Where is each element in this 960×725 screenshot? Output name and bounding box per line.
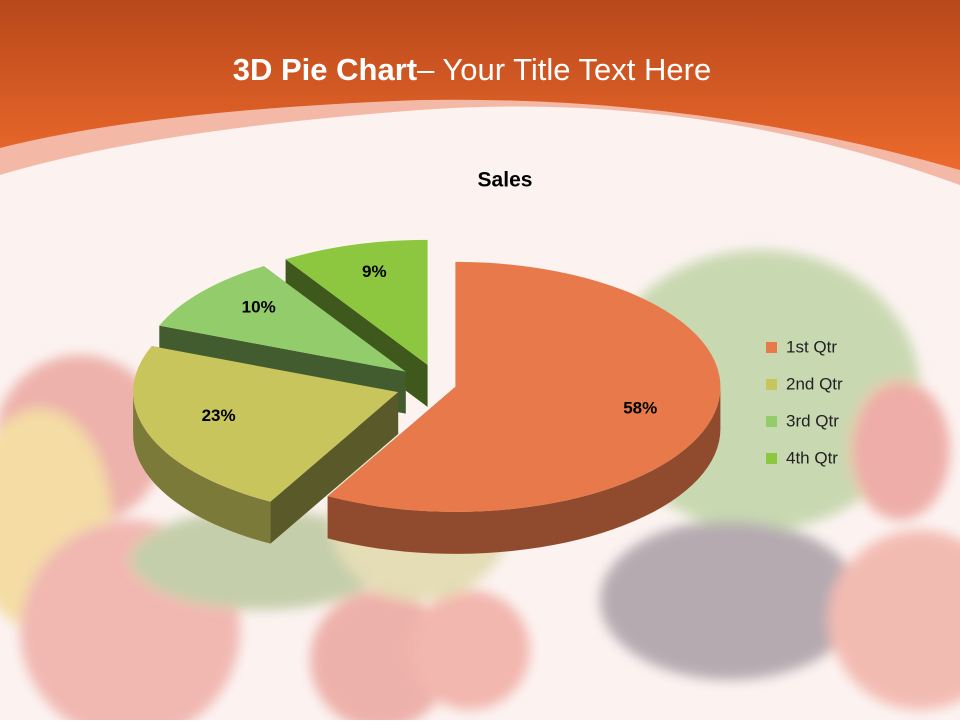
vegetable-photo: [0, 250, 960, 725]
legend-label: 1st Qtr: [786, 337, 837, 356]
header: [0, 0, 960, 170]
legend-swatch: [766, 453, 777, 464]
legend-label: 3rd Qtr: [786, 411, 839, 430]
slice: [133, 346, 399, 502]
data-label: 10%: [242, 298, 276, 317]
title-bold: 3D Pie Chart: [233, 52, 417, 87]
legend-swatch: [766, 416, 777, 427]
legend-label: 2nd Qtr: [786, 374, 843, 393]
slice: [285, 239, 428, 365]
legend: 1st Qtr 2nd Qtr 3rd Qtr 4th Qtr: [766, 337, 843, 467]
legend-swatch: [766, 379, 777, 390]
slide-title: 3D Pie Chart– Your Title Text Here: [233, 52, 711, 87]
legend-label: 4th Qtr: [786, 448, 838, 467]
data-label: 9%: [362, 262, 387, 281]
data-label: 23%: [202, 406, 236, 425]
slice: [159, 266, 406, 372]
slice: [327, 261, 721, 512]
chart-title: Sales: [478, 169, 533, 192]
slice-side: [327, 386, 721, 554]
pie: 58% 23% 10% 9%: [133, 239, 721, 554]
slice-side: [270, 392, 399, 544]
data-label: 58%: [623, 399, 657, 418]
title-rest: – Your Title Text Here: [417, 52, 711, 87]
legend-swatch: [766, 342, 777, 353]
slice-side: [133, 392, 271, 544]
